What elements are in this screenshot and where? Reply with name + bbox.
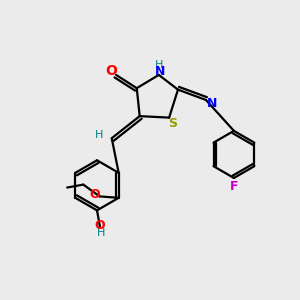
Text: N: N [207,97,217,110]
Text: N: N [155,65,166,79]
Text: O: O [89,188,100,201]
Text: O: O [105,64,117,78]
Text: H: H [97,228,106,238]
Text: H: H [95,130,103,140]
Text: O: O [94,219,105,232]
Text: H: H [154,60,163,70]
Text: S: S [168,117,177,130]
Text: F: F [230,180,238,193]
